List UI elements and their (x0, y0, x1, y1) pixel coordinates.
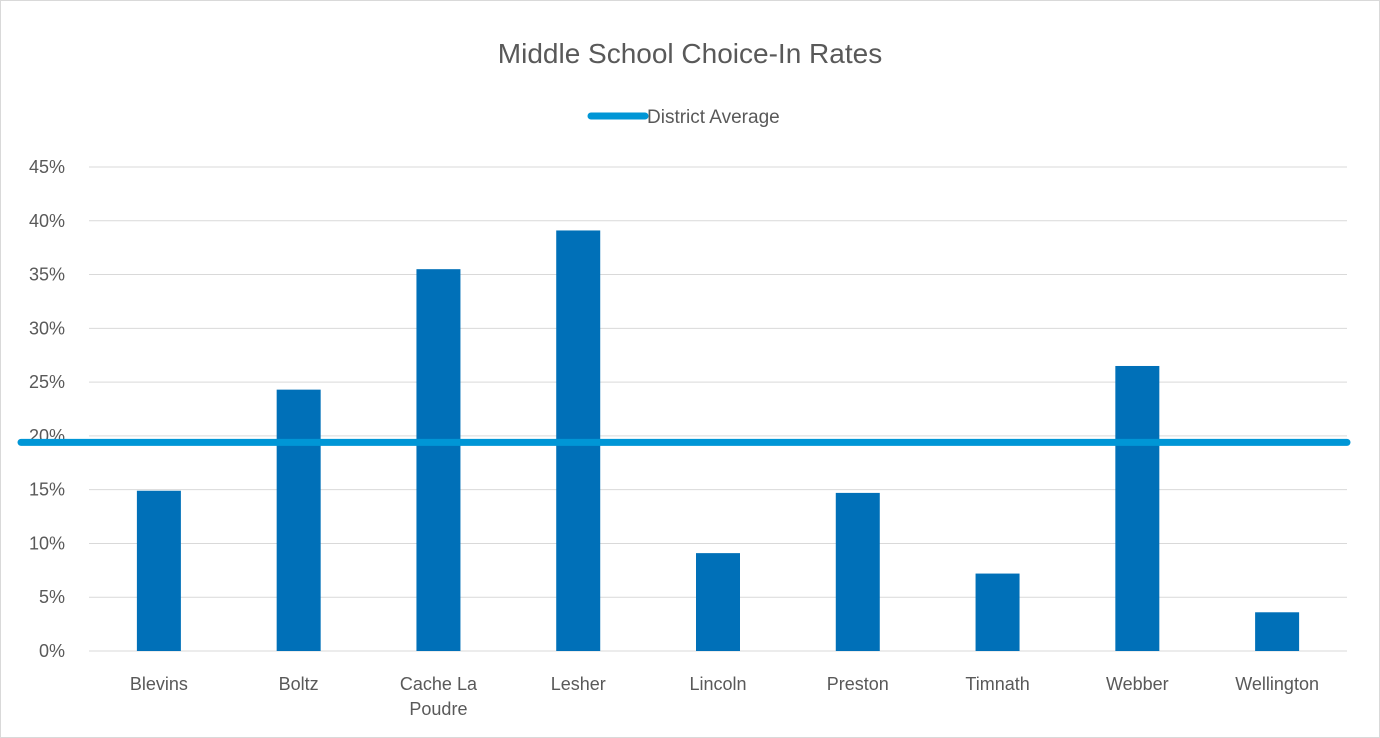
x-tick-label: Wellington (1235, 674, 1319, 694)
y-tick-label: 35% (29, 265, 65, 285)
x-tick-label: Boltz (279, 674, 319, 694)
chart-title: Middle School Choice-In Rates (498, 38, 882, 69)
x-axis-ticks: Blevins Boltz Cache La Poudre Lesher Lincoln P… (130, 674, 1319, 719)
y-tick-label: 25% (29, 372, 65, 392)
y-tick-label: 45% (29, 157, 65, 177)
y-tick-label: 40% (29, 211, 65, 231)
y-tick-label: 5% (39, 587, 65, 607)
x-tick-label: Preston (827, 674, 889, 694)
x-tick-label: Blevins (130, 674, 188, 694)
x-tick-label: Timnath (965, 674, 1029, 694)
bars (136, 230, 1300, 652)
legend-label-district-average: District Average (647, 107, 780, 128)
bar-webber (1115, 365, 1160, 651)
x-tick-label: Lesher (551, 674, 606, 694)
bar-wellington (1255, 612, 1300, 651)
y-axis-ticks: 0%5%10%15%20%25%30%35%40%45% (29, 157, 65, 661)
bar-boltz (276, 389, 321, 651)
bar-cache-la-poudre (416, 269, 461, 651)
x-tick-label: Lincoln (689, 674, 746, 694)
legend: District Average (587, 107, 780, 128)
x-tick-label: Webber (1106, 674, 1169, 694)
bar-timnath (975, 573, 1020, 651)
bar-preston (835, 492, 880, 651)
x-tick-label: Poudre (409, 699, 467, 719)
bar-lincoln (696, 553, 740, 651)
y-tick-label: 30% (29, 318, 65, 338)
y-tick-label: 10% (29, 533, 65, 553)
y-tick-label: 0% (39, 641, 65, 661)
y-tick-label: 15% (29, 480, 65, 500)
x-tick-label: Cache La (400, 674, 478, 694)
bar-blevins (136, 490, 181, 651)
